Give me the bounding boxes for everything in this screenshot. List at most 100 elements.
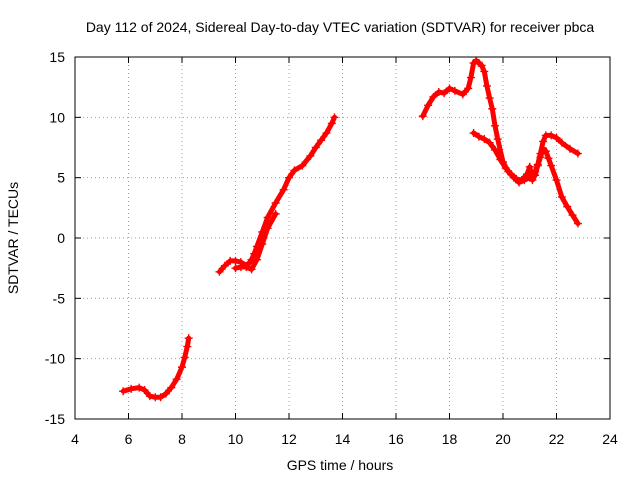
data-point xyxy=(490,145,499,154)
data-point xyxy=(271,209,280,218)
y-tick-label: -15 xyxy=(45,411,65,427)
data-point xyxy=(539,137,548,146)
data-point xyxy=(263,213,272,222)
data-point xyxy=(547,161,556,170)
data-point xyxy=(184,334,193,343)
data-point xyxy=(231,264,240,273)
x-axis-label: GPS time / hours xyxy=(287,457,394,473)
data-point xyxy=(573,219,582,228)
x-tick-label: 14 xyxy=(335,431,351,447)
data-point xyxy=(480,67,489,76)
data-point xyxy=(552,176,561,185)
data-series-track-3 xyxy=(231,209,280,274)
x-tick-label: 8 xyxy=(178,431,186,447)
data-point xyxy=(327,119,336,128)
data-point xyxy=(434,87,443,96)
data-point xyxy=(485,138,494,147)
data-point xyxy=(517,176,526,185)
data-point xyxy=(127,384,136,393)
data-point xyxy=(557,138,566,147)
data-point xyxy=(464,84,473,93)
data-point xyxy=(445,84,454,93)
data-point xyxy=(531,171,540,180)
data-point xyxy=(573,149,582,158)
data-point xyxy=(469,129,478,138)
data-point xyxy=(507,170,516,179)
data-point xyxy=(279,185,288,194)
plot-frame xyxy=(74,56,611,420)
data-point xyxy=(311,143,320,152)
data-point xyxy=(523,170,532,179)
x-tick-label: 12 xyxy=(281,431,297,447)
x-tick-label: 22 xyxy=(549,431,565,447)
data-point xyxy=(215,267,224,276)
data-point xyxy=(290,166,299,175)
data-layer xyxy=(119,56,582,402)
data-point xyxy=(145,392,154,401)
data-series-track-4 xyxy=(418,56,582,187)
data-point xyxy=(271,199,280,208)
x-tick-label: 16 xyxy=(388,431,404,447)
x-tick-label: 10 xyxy=(228,431,244,447)
x-tick-label: 4 xyxy=(71,431,79,447)
data-point xyxy=(490,121,499,130)
tick-labels: 4 6 8 10 12 14 16 18 20 22 24 -15 -10 -5 0 5 10 15 xyxy=(45,49,618,447)
y-axis-label: SDTVAR / TECUs xyxy=(5,182,21,294)
data-point xyxy=(450,86,459,95)
x-tick-label: 24 xyxy=(602,431,618,447)
data-point xyxy=(119,387,128,396)
data-point xyxy=(429,92,438,101)
data-point xyxy=(544,154,553,163)
data-point xyxy=(285,173,293,182)
data-point xyxy=(563,202,572,211)
data-point xyxy=(568,211,577,220)
y-tick-label: 0 xyxy=(57,230,65,246)
data-point xyxy=(180,353,189,362)
data-point xyxy=(167,383,176,392)
grid xyxy=(75,57,610,419)
y-tick-label: -5 xyxy=(53,290,66,306)
data-point xyxy=(488,104,497,113)
data-point xyxy=(161,389,170,398)
data-point xyxy=(477,61,486,70)
data-point xyxy=(156,393,165,402)
data-point xyxy=(330,113,339,122)
x-tick-label: 18 xyxy=(442,431,458,447)
x-tick-label: 20 xyxy=(495,431,511,447)
data-point xyxy=(424,101,433,110)
data-point xyxy=(178,363,186,372)
data-point xyxy=(135,383,144,392)
data-point xyxy=(322,129,331,138)
data-point xyxy=(565,144,574,153)
data-series-track-2 xyxy=(215,113,339,276)
data-point xyxy=(252,255,261,264)
data-point xyxy=(298,161,307,170)
data-point xyxy=(231,256,240,265)
data-point xyxy=(263,224,272,233)
data-point xyxy=(306,151,315,160)
data-point xyxy=(480,135,489,144)
x-tick-label: 6 xyxy=(125,431,133,447)
axis-ticks xyxy=(74,56,611,420)
data-point xyxy=(474,132,483,141)
data-point xyxy=(512,174,521,183)
y-tick-label: 10 xyxy=(49,109,65,125)
data-point xyxy=(552,133,561,142)
data-point xyxy=(533,161,542,170)
data-point xyxy=(440,89,449,98)
data-point xyxy=(183,342,192,351)
data-point xyxy=(485,94,494,103)
data-point xyxy=(242,262,251,271)
data-point xyxy=(458,90,467,99)
data-point xyxy=(496,155,505,164)
data-point xyxy=(528,176,537,185)
data-series-track-1 xyxy=(119,334,193,402)
data-point xyxy=(541,147,550,156)
data-point xyxy=(501,164,510,173)
data-point xyxy=(557,192,566,201)
chart-title: Day 112 of 2024, Sidereal Day-to-day VTE… xyxy=(86,19,595,35)
data-point xyxy=(466,73,475,82)
data-point xyxy=(482,81,491,90)
